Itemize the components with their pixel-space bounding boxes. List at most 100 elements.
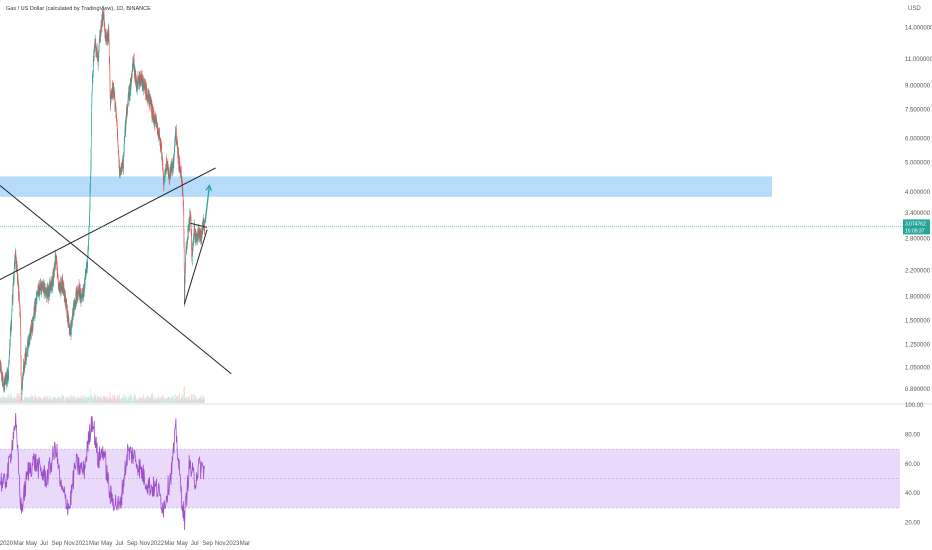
volume-bar bbox=[96, 399, 98, 403]
volume-bar bbox=[14, 397, 16, 403]
volume-bar bbox=[14, 398, 15, 403]
candle-body bbox=[146, 89, 148, 99]
volume-bar bbox=[70, 398, 72, 403]
volume-bar bbox=[140, 398, 142, 403]
volume-bar bbox=[99, 398, 101, 403]
volume-bar bbox=[45, 398, 47, 403]
volume-bar bbox=[197, 399, 198, 403]
volume-bar bbox=[143, 398, 145, 403]
volume-bar bbox=[73, 401, 75, 403]
volume-bar bbox=[102, 396, 104, 403]
candle-body bbox=[75, 304, 76, 306]
volume-bar bbox=[124, 399, 126, 403]
time-tick-label: Jul bbox=[40, 541, 48, 547]
volume-bar bbox=[174, 399, 176, 403]
volume-bar bbox=[63, 401, 65, 403]
volume-bar bbox=[46, 397, 48, 403]
volume-bar bbox=[132, 400, 134, 403]
volume-bar bbox=[169, 400, 171, 403]
volume-bar bbox=[86, 396, 87, 403]
volume-bar bbox=[175, 397, 177, 403]
volume-bar bbox=[79, 398, 81, 403]
volume-bar bbox=[128, 398, 129, 403]
volume-bar bbox=[176, 399, 178, 403]
volume-bar bbox=[50, 398, 51, 403]
volume-bar bbox=[196, 399, 198, 403]
candle-body bbox=[4, 377, 6, 383]
volume-bar bbox=[139, 399, 141, 403]
volume-bar bbox=[175, 394, 177, 403]
candle-body bbox=[51, 284, 53, 288]
volume-bar bbox=[173, 395, 174, 403]
trendlines[interactable] bbox=[0, 167, 903, 375]
candle-body bbox=[61, 279, 63, 291]
volume-bar bbox=[71, 396, 73, 403]
candle-body bbox=[85, 271, 87, 277]
price-tick-label: 2.200000 bbox=[905, 268, 931, 274]
volume-bar bbox=[200, 396, 201, 403]
volume-bar bbox=[69, 398, 71, 403]
volume-bar bbox=[7, 396, 9, 403]
volume-bar bbox=[40, 397, 41, 403]
candle-body bbox=[188, 229, 189, 231]
volume-bar bbox=[199, 397, 200, 403]
volume-bar bbox=[50, 400, 52, 403]
volume-bar bbox=[31, 395, 32, 403]
projection-arrow-head bbox=[205, 184, 213, 192]
volume-bar bbox=[120, 398, 122, 403]
volume-bar bbox=[138, 399, 139, 403]
volume-bar bbox=[51, 399, 53, 403]
candle-body bbox=[53, 273, 54, 283]
volume-bar bbox=[121, 398, 122, 403]
volume-bar bbox=[121, 398, 123, 403]
volume-bar bbox=[177, 396, 179, 403]
candle-body bbox=[134, 67, 135, 75]
candle-body bbox=[185, 261, 186, 268]
volume-bar bbox=[29, 397, 30, 403]
candle-body bbox=[178, 159, 180, 171]
candle-body bbox=[71, 322, 72, 330]
volume-bar bbox=[75, 398, 77, 403]
rsi-axis[interactable]: 100.00 80.00 60.00 40.00 20.00 bbox=[905, 403, 924, 527]
price-axis[interactable]: 14.000000 11.000000 9.000000 7.500000 6.0000… bbox=[905, 26, 932, 393]
volume-bar bbox=[98, 397, 100, 403]
candle-body bbox=[156, 121, 158, 126]
candle-body bbox=[90, 178, 91, 189]
volume-bar bbox=[116, 399, 117, 403]
candle-body bbox=[51, 282, 52, 290]
candle-body bbox=[46, 288, 48, 297]
volume-bar bbox=[145, 400, 147, 403]
volume-bar bbox=[19, 397, 21, 403]
volume-bar bbox=[157, 398, 159, 403]
volume-bar bbox=[72, 401, 74, 403]
volume-bar bbox=[178, 399, 179, 403]
candle-body bbox=[125, 123, 126, 133]
volume-bar bbox=[133, 398, 135, 403]
time-tick-label: 2023 bbox=[226, 541, 240, 547]
volume-bar bbox=[138, 398, 140, 403]
volume-bar bbox=[9, 398, 10, 403]
volume-bar bbox=[191, 399, 193, 403]
volume-bar bbox=[128, 397, 130, 403]
time-axis[interactable]: 2020 Mar May Jul Sep Nov 2021 Mar May Jul Sep Nov 20… bbox=[0, 541, 250, 547]
volume-bar bbox=[65, 400, 67, 403]
volume-bar bbox=[193, 394, 195, 403]
candle-body bbox=[135, 83, 137, 86]
candle-body bbox=[188, 223, 190, 230]
rsi-line bbox=[0, 412, 205, 531]
volume-bar bbox=[151, 393, 153, 403]
volume-bar bbox=[42, 399, 44, 403]
volume-bar bbox=[136, 400, 138, 403]
volume-bar bbox=[18, 398, 20, 403]
time-tick-label: Nov bbox=[64, 541, 75, 547]
candle-body bbox=[64, 293, 65, 297]
candle-body bbox=[128, 89, 130, 100]
volume-bar bbox=[149, 398, 151, 403]
candle-body bbox=[184, 281, 186, 299]
volume-bar bbox=[27, 397, 29, 403]
volume-bar bbox=[138, 399, 140, 403]
volume-bar bbox=[52, 398, 54, 403]
volume-bar bbox=[71, 397, 73, 403]
candle-body bbox=[182, 193, 184, 204]
